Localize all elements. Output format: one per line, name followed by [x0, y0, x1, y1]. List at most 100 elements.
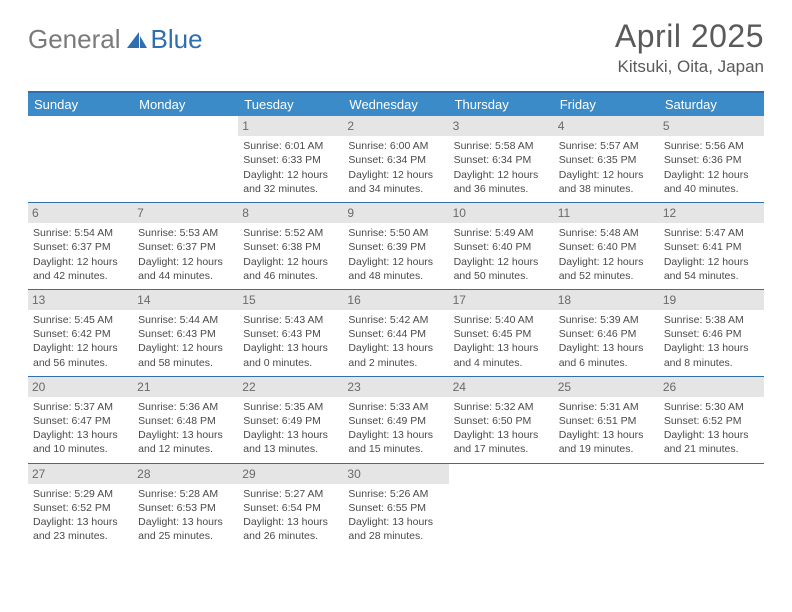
- calendar-grid: SundayMondayTuesdayWednesdayThursdayFrid…: [28, 91, 764, 550]
- calendar-cell: 16Sunrise: 5:42 AMSunset: 6:44 PMDayligh…: [343, 289, 448, 376]
- sunset-text: Sunset: 6:46 PM: [559, 327, 654, 341]
- sunrise-text: Sunrise: 5:29 AM: [33, 487, 128, 501]
- calendar-cell: 18Sunrise: 5:39 AMSunset: 6:46 PMDayligh…: [554, 289, 659, 376]
- sunrise-text: Sunrise: 5:28 AM: [138, 487, 233, 501]
- daylight-text: Daylight: 12 hours and 32 minutes.: [243, 168, 338, 196]
- daylight-text: Daylight: 13 hours and 12 minutes.: [138, 428, 233, 456]
- day-number: 16: [343, 290, 448, 310]
- title-block: April 2025 Kitsuki, Oita, Japan: [615, 18, 764, 77]
- daylight-text: Daylight: 13 hours and 21 minutes.: [664, 428, 759, 456]
- sunset-text: Sunset: 6:43 PM: [243, 327, 338, 341]
- day-number: 21: [133, 377, 238, 397]
- sunrise-text: Sunrise: 5:48 AM: [559, 226, 654, 240]
- sunset-text: Sunset: 6:49 PM: [243, 414, 338, 428]
- day-number: 1: [238, 116, 343, 136]
- sunset-text: Sunset: 6:40 PM: [559, 240, 654, 254]
- day-number: 27: [28, 464, 133, 484]
- calendar-cell: 21 Sunrise: 5:36 AMSunset: 6:48 PMDayligh…: [133, 376, 238, 463]
- sunrise-text: Sunrise: 5:50 AM: [348, 226, 443, 240]
- weekday-header: Wednesday: [343, 93, 448, 116]
- daylight-text: Daylight: 12 hours and 54 minutes.: [664, 255, 759, 283]
- day-number: 25: [554, 377, 659, 397]
- sunrise-text: Sunrise: 6:01 AM: [243, 139, 338, 153]
- day-number: 15: [238, 290, 343, 310]
- sunset-text: Sunset: 6:48 PM: [138, 414, 233, 428]
- sunrise-text: Sunrise: 5:49 AM: [454, 226, 549, 240]
- daylight-text: Daylight: 13 hours and 28 minutes.: [348, 515, 443, 543]
- sunset-text: Sunset: 6:38 PM: [243, 240, 338, 254]
- logo: General Blue: [28, 24, 203, 55]
- location: Kitsuki, Oita, Japan: [615, 57, 764, 77]
- sunset-text: Sunset: 6:45 PM: [454, 327, 549, 341]
- sunrise-text: Sunrise: 5:56 AM: [664, 139, 759, 153]
- calendar-cell: .: [554, 463, 659, 550]
- day-number: 24: [449, 377, 554, 397]
- daylight-text: Daylight: 12 hours and 52 minutes.: [559, 255, 654, 283]
- sunrise-text: Sunrise: 5:36 AM: [138, 400, 233, 414]
- weekday-header: Monday: [133, 93, 238, 116]
- day-number: 13: [28, 290, 133, 310]
- sunrise-text: Sunrise: 5:40 AM: [454, 313, 549, 327]
- calendar-cell: 2Sunrise: 6:00 AMSunset: 6:34 PMDaylight…: [343, 116, 448, 202]
- logo-sail-icon: [125, 30, 149, 50]
- sunset-text: Sunset: 6:52 PM: [664, 414, 759, 428]
- month-title: April 2025: [615, 18, 764, 55]
- weekday-header: Sunday: [28, 93, 133, 116]
- daylight-text: Daylight: 12 hours and 38 minutes.: [559, 168, 654, 196]
- calendar-cell: 25Sunrise: 5:31 AMSunset: 6:51 PMDayligh…: [554, 376, 659, 463]
- calendar-cell: .: [449, 463, 554, 550]
- daylight-text: Daylight: 12 hours and 48 minutes.: [348, 255, 443, 283]
- sunset-text: Sunset: 6:42 PM: [33, 327, 128, 341]
- sunset-text: Sunset: 6:40 PM: [454, 240, 549, 254]
- sunrise-text: Sunrise: 6:00 AM: [348, 139, 443, 153]
- sunrise-text: Sunrise: 5:54 AM: [33, 226, 128, 240]
- daylight-text: Daylight: 13 hours and 17 minutes.: [454, 428, 549, 456]
- sunrise-text: Sunrise: 5:35 AM: [243, 400, 338, 414]
- daylight-text: Daylight: 13 hours and 10 minutes.: [33, 428, 128, 456]
- sunset-text: Sunset: 6:55 PM: [348, 501, 443, 515]
- sunset-text: Sunset: 6:37 PM: [138, 240, 233, 254]
- calendar-cell: 4Sunrise: 5:57 AMSunset: 6:35 PMDaylight…: [554, 116, 659, 202]
- calendar-cell: 13Sunrise: 5:45 AMSunset: 6:42 PMDayligh…: [28, 289, 133, 376]
- calendar-cell: 26 Sunrise: 5:30 AMSunset: 6:52 PMDayligh…: [659, 376, 764, 463]
- calendar-cell: 28Sunrise: 5:28 AMSunset: 6:53 PMDayligh…: [133, 463, 238, 550]
- sunrise-text: Sunrise: 5:58 AM: [454, 139, 549, 153]
- daylight-text: Daylight: 12 hours and 46 minutes.: [243, 255, 338, 283]
- daylight-text: Daylight: 13 hours and 8 minutes.: [664, 341, 759, 369]
- day-number: 8: [238, 203, 343, 223]
- daylight-text: Daylight: 12 hours and 44 minutes.: [138, 255, 233, 283]
- sunset-text: Sunset: 6:39 PM: [348, 240, 443, 254]
- sunset-text: Sunset: 6:50 PM: [454, 414, 549, 428]
- daylight-text: Daylight: 13 hours and 6 minutes.: [559, 341, 654, 369]
- logo-text-blue: Blue: [151, 24, 203, 55]
- sunrise-text: Sunrise: 5:30 AM: [664, 400, 759, 414]
- day-number: 3: [449, 116, 554, 136]
- daylight-text: Daylight: 13 hours and 13 minutes.: [243, 428, 338, 456]
- calendar-cell: 27Sunrise: 5:29 AMSunset: 6:52 PMDayligh…: [28, 463, 133, 550]
- day-number: 5: [659, 116, 764, 136]
- sunset-text: Sunset: 6:33 PM: [243, 153, 338, 167]
- calendar-cell: 1 Sunrise: 6:01 AMSunset: 6:33 PMDaylight…: [238, 116, 343, 202]
- header: General Blue April 2025 Kitsuki, Oita, J…: [28, 18, 764, 77]
- sunrise-text: Sunrise: 5:42 AM: [348, 313, 443, 327]
- sunrise-text: Sunrise: 5:57 AM: [559, 139, 654, 153]
- sunrise-text: Sunrise: 5:52 AM: [243, 226, 338, 240]
- day-number: 20: [28, 377, 133, 397]
- day-number: 17: [449, 290, 554, 310]
- daylight-text: Daylight: 13 hours and 19 minutes.: [559, 428, 654, 456]
- calendar-cell: 24 Sunrise: 5:32 AMSunset: 6:50 PMDayligh…: [449, 376, 554, 463]
- day-number: 28: [133, 464, 238, 484]
- calendar-cell: 15Sunrise: 5:43 AMSunset: 6:43 PMDayligh…: [238, 289, 343, 376]
- sunrise-text: Sunrise: 5:27 AM: [243, 487, 338, 501]
- calendar-cell: 5Sunrise: 5:56 AMSunset: 6:36 PMDaylight…: [659, 116, 764, 202]
- weekday-header: Saturday: [659, 93, 764, 116]
- day-number: 26: [659, 377, 764, 397]
- sunrise-text: Sunrise: 5:38 AM: [664, 313, 759, 327]
- calendar-cell: 10Sunrise: 5:49 AMSunset: 6:40 PMDayligh…: [449, 202, 554, 289]
- sunset-text: Sunset: 6:36 PM: [664, 153, 759, 167]
- calendar-cell: 20Sunrise: 5:37 AMSunset: 6:47 PMDayligh…: [28, 376, 133, 463]
- daylight-text: Daylight: 12 hours and 42 minutes.: [33, 255, 128, 283]
- sunrise-text: Sunrise: 5:39 AM: [559, 313, 654, 327]
- sunset-text: Sunset: 6:35 PM: [559, 153, 654, 167]
- sunrise-text: Sunrise: 5:32 AM: [454, 400, 549, 414]
